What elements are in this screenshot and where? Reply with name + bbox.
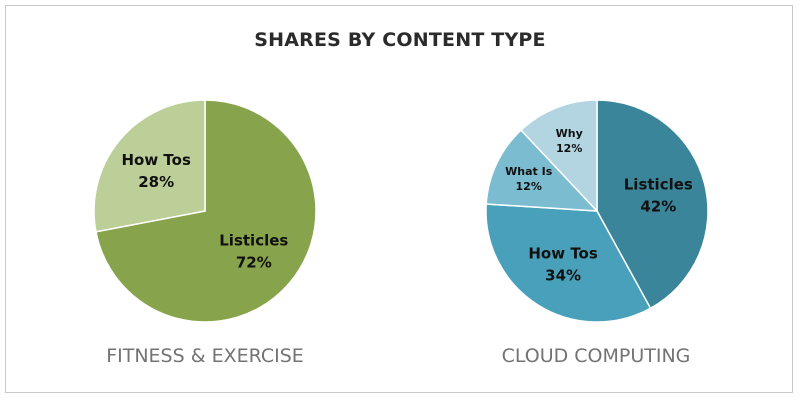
- slice-value-listicles: 42%: [640, 198, 676, 216]
- slice-label-listicles: Listicles: [219, 232, 288, 250]
- slice-value-listicles: 72%: [236, 254, 272, 272]
- slice-label-why: Why: [556, 127, 583, 140]
- pie-slice-why: [519, 99, 598, 213]
- caption-cloud-computing: CLOUD COMPUTING: [501, 345, 691, 367]
- pie-slice-listicles: [95, 99, 317, 323]
- slice-label-how-tos: How Tos: [528, 245, 597, 263]
- pie-slice-what-is: [485, 129, 599, 212]
- slice-value-how-tos: 28%: [138, 173, 174, 191]
- slice-value-how-tos: 34%: [545, 267, 581, 285]
- slice-label-what-is: What Is: [505, 165, 553, 178]
- slice-value-why: 12%: [556, 142, 582, 155]
- pie-fitness-exercise: Listicles 72% How Tos 28%: [93, 99, 317, 323]
- slice-label-how-tos: How Tos: [121, 151, 190, 169]
- pie-slice-listicles: [596, 99, 709, 310]
- slice-value-what-is: 12%: [516, 180, 542, 193]
- pie-slice-how-tos: [485, 203, 652, 323]
- slice-label-listicles: Listicles: [624, 176, 693, 194]
- pie-slice-how-tos: [93, 99, 206, 233]
- caption-fitness-exercise: FITNESS & EXERCISE: [106, 345, 304, 367]
- chart-title: SHARES BY CONTENT TYPE: [254, 29, 546, 51]
